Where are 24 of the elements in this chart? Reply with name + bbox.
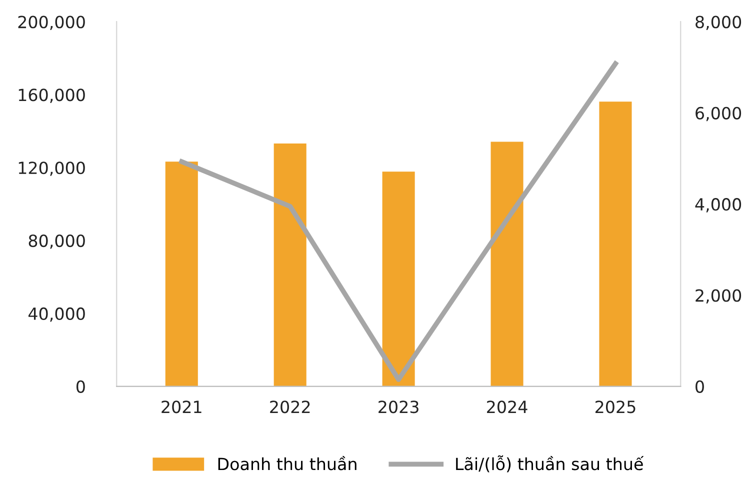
y-tick-label: 40,000 xyxy=(28,307,85,322)
x-tick-label: 2024 xyxy=(487,400,528,414)
y-tick-label: 80,000 xyxy=(28,234,85,249)
bar xyxy=(599,102,632,386)
line-series xyxy=(179,61,618,382)
y-tick-label: 200,000 xyxy=(18,16,85,30)
bar xyxy=(382,172,415,386)
x-tick-label: 2025 xyxy=(595,400,636,414)
y2-tick-label: 8,000 xyxy=(696,16,742,30)
legend-label: Doanh thu thuần xyxy=(218,456,356,470)
bar xyxy=(274,144,306,386)
y-tick-label: 0 xyxy=(76,380,85,393)
y-tick-label: 160,000 xyxy=(18,88,85,103)
x-tick-label: 2023 xyxy=(378,400,418,414)
legend-label: Lãi/(lỗ) thuần sau thuế xyxy=(456,455,644,472)
bar xyxy=(490,142,524,386)
y2-tick-label: 6,000 xyxy=(696,106,742,122)
bar xyxy=(165,162,198,386)
y-tick-label: 120,000 xyxy=(18,162,85,176)
y2-tick-label: 0 xyxy=(696,380,704,393)
y2-tick-label: 4,000 xyxy=(695,198,742,212)
y2-tick-label: 2,000 xyxy=(696,289,742,304)
x-tick-label: 2021 xyxy=(162,400,202,414)
x-tick-label: 2022 xyxy=(270,400,310,414)
